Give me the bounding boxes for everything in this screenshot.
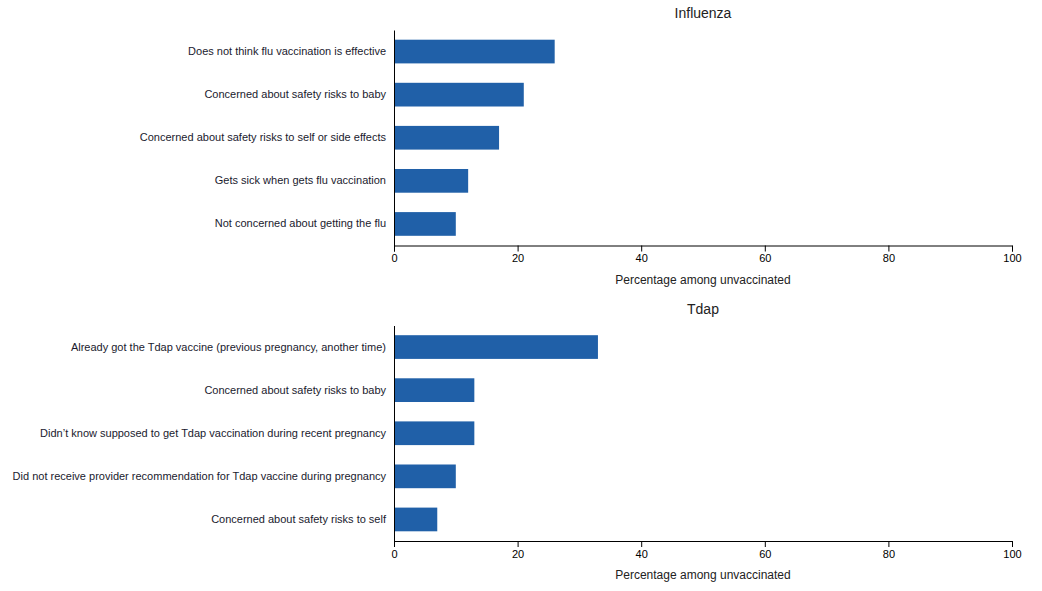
y-tick: Did not receive provider recommendation … — [13, 470, 394, 482]
x-tick: 40 — [636, 541, 648, 560]
x-tick: 80 — [883, 541, 895, 560]
bar — [394, 335, 598, 359]
x-tick: 100 — [1003, 246, 1021, 265]
x-tick-mark — [518, 541, 519, 547]
y-tick-label: Already got the Tdap vaccine (previous p… — [71, 341, 386, 353]
chart-title: Influenza — [675, 5, 732, 21]
y-tick-label: Concerned about safety risks to self or … — [140, 131, 387, 143]
chart-title: Tdap — [687, 301, 719, 317]
y-tick: Didn’t know supposed to get Tdap vaccina… — [40, 427, 394, 439]
x-tick-mark — [888, 246, 889, 252]
y-tick-label: Did not receive provider recommendation … — [13, 470, 387, 482]
x-tick-label: 80 — [883, 252, 895, 264]
bar — [394, 421, 474, 445]
y-tick: Concerned about safety risks to baby — [204, 88, 394, 100]
x-tick-mark — [1012, 541, 1013, 547]
x-tick-mark — [765, 541, 766, 547]
bars — [394, 40, 555, 236]
x-axis-line — [395, 246, 1013, 252]
x-axis: 0 20 40 60 80 100 — [391, 541, 1021, 560]
x-tick: 20 — [512, 541, 524, 560]
x-tick-mark — [641, 246, 642, 252]
x-tick-mark — [641, 541, 642, 547]
bar — [394, 83, 524, 107]
x-tick-mark — [1012, 246, 1013, 252]
bar — [394, 212, 456, 236]
x-tick-label: 100 — [1003, 548, 1021, 560]
y-tick: Concerned about safety risks to self or … — [140, 131, 394, 143]
x-tick: 40 — [636, 246, 648, 265]
x-tick-label: 0 — [391, 548, 397, 560]
y-tick: Gets sick when gets flu vaccination — [215, 174, 394, 186]
x-axis: 0 20 40 60 80 100 — [391, 246, 1021, 265]
y-axis-line — [394, 326, 395, 542]
x-axis-line — [395, 542, 1013, 548]
x-tick: 0 — [391, 246, 397, 265]
x-tick-mark — [888, 541, 889, 547]
y-tick-label: Not concerned about getting the flu — [215, 217, 386, 229]
x-tick-label: 20 — [512, 252, 524, 264]
x-tick: 60 — [759, 541, 771, 560]
x-tick-label: 100 — [1003, 252, 1021, 264]
x-axis-title: Percentage among unvaccinated — [615, 568, 790, 582]
bar — [394, 464, 456, 488]
x-tick-label: 20 — [512, 548, 524, 560]
x-tick-label: 60 — [759, 252, 771, 264]
y-tick-label: Concerned about safety risks to baby — [204, 88, 386, 100]
bar — [394, 508, 437, 532]
y-axis: Does not think flu vaccination is effect… — [140, 31, 395, 247]
y-tick: Already got the Tdap vaccine (previous p… — [71, 341, 394, 353]
x-tick-mark — [518, 246, 519, 252]
bar — [394, 169, 468, 193]
y-axis-line — [394, 31, 395, 247]
x-axis-title: Percentage among unvaccinated — [615, 273, 790, 287]
y-tick-label: Concerned about safety risks to self — [211, 513, 387, 525]
y-tick-label: Concerned about safety risks to baby — [204, 384, 386, 396]
x-tick-label: 0 — [391, 252, 397, 264]
y-axis: Already got the Tdap vaccine (previous p… — [13, 326, 395, 542]
x-tick: 80 — [883, 246, 895, 265]
x-tick: 60 — [759, 246, 771, 265]
y-tick-label: Gets sick when gets flu vaccination — [215, 174, 386, 186]
x-tick-label: 80 — [883, 548, 895, 560]
y-tick: Not concerned about getting the flu — [215, 217, 394, 229]
y-tick: Concerned about safety risks to self — [211, 513, 394, 525]
x-tick: 20 — [512, 246, 524, 265]
x-tick-mark — [765, 246, 766, 252]
bar — [394, 126, 499, 150]
x-tick-mark — [394, 246, 395, 252]
bar — [394, 40, 555, 64]
x-tick: 100 — [1003, 541, 1021, 560]
y-tick-label: Didn’t know supposed to get Tdap vaccina… — [40, 427, 386, 439]
bar — [394, 378, 474, 402]
y-tick: Does not think flu vaccination is effect… — [188, 45, 394, 57]
chart-panel: Tdap 0 20 40 60 80 100 Percentage among unvacci… — [13, 301, 1022, 583]
x-tick-label: 40 — [636, 548, 648, 560]
x-tick-label: 60 — [759, 548, 771, 560]
y-tick: Concerned about safety risks to baby — [204, 384, 394, 396]
chart-panel: Influenza 0 20 40 60 80 100 Percentage among un… — [140, 5, 1022, 287]
chart-svg: Influenza 0 20 40 60 80 100 Percentage among un… — [0, 0, 1042, 591]
bars — [394, 335, 598, 531]
x-tick-mark — [394, 541, 395, 547]
y-tick-label: Does not think flu vaccination is effect… — [188, 45, 386, 57]
x-tick: 0 — [391, 541, 397, 560]
x-tick-label: 40 — [636, 252, 648, 264]
